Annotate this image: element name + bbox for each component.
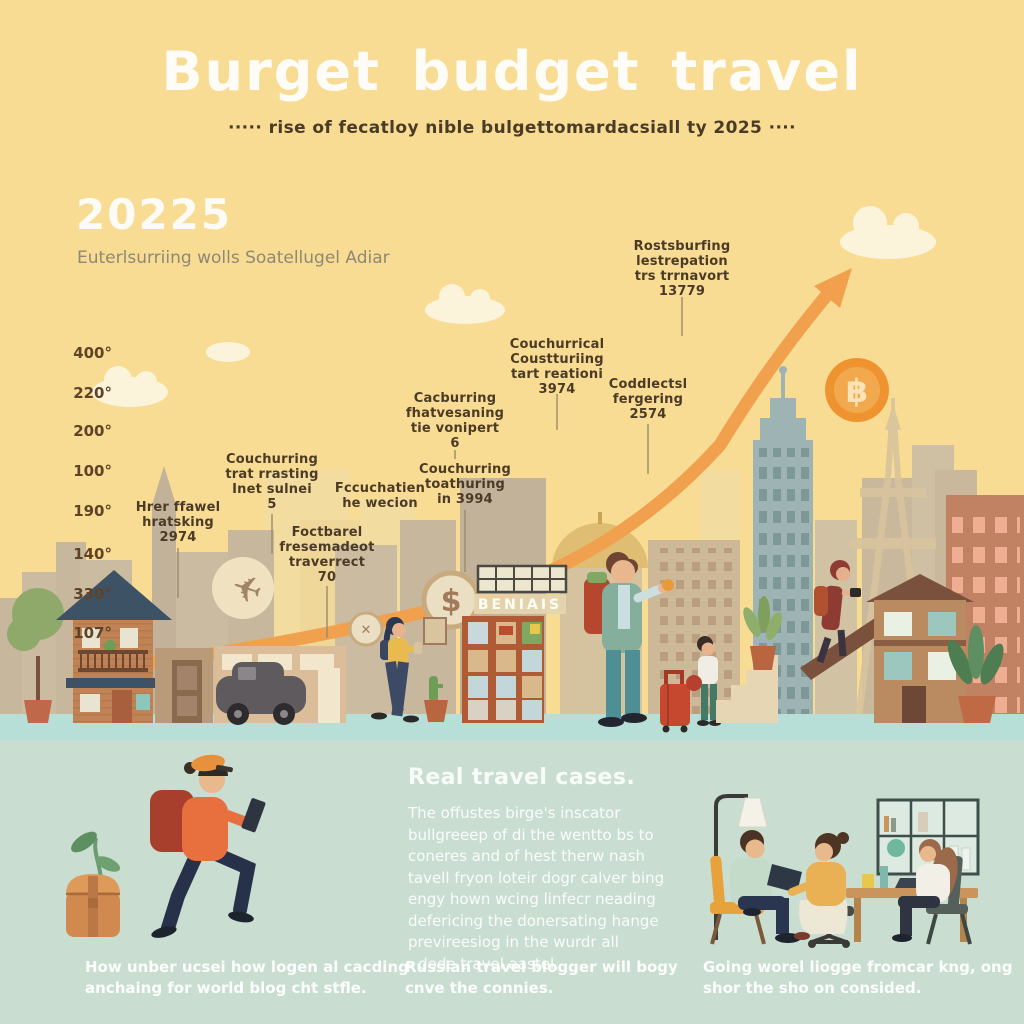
- milestone-label: Cacburring fhatvesaning tie vonipert 6: [405, 391, 505, 451]
- milestone-label: Fccuchatien he wecion: [334, 481, 426, 511]
- bitcoin-icon: ฿: [825, 358, 889, 422]
- cases-heading: Real travel cases.: [408, 765, 636, 790]
- cases-body: The offustes birge's inscator bullgreeep…: [408, 804, 665, 973]
- milestone-label: Hrer ffawel hratsking 2974: [135, 500, 221, 545]
- axis-label: 220°: [73, 384, 112, 402]
- walking-woman: [371, 617, 422, 723]
- caption-left: How unber ucsei how logen al cacding anc…: [85, 958, 409, 997]
- caption-middle: Russian travel blogger will bogy cnve th…: [405, 958, 678, 997]
- woman-with-bag: [686, 636, 721, 726]
- cactus-pot: [424, 676, 448, 722]
- axis-label: 200°: [73, 422, 112, 440]
- milestone-ticks: [177, 297, 683, 638]
- window-shelf: [876, 798, 980, 876]
- svg-text:✕: ✕: [361, 623, 372, 638]
- right-potted-plant: [947, 625, 1004, 723]
- treasure-chest: [66, 831, 121, 937]
- axis-label: 140°: [73, 545, 112, 563]
- page-title: Burget budget travel: [161, 40, 863, 103]
- potted-tree: [7, 588, 64, 723]
- caption-right: Going worel liogge fromcar kng, ong shor…: [703, 958, 1013, 997]
- milestone-label: Couchurring trat rrasting Inet sulnei 5: [225, 452, 319, 512]
- man-with-laptop: [710, 830, 802, 945]
- svg-text:$: $: [441, 584, 462, 619]
- tagline: Euterlsurriing wolls Soatellugel Adiar: [77, 248, 390, 268]
- suitcase: [660, 670, 690, 733]
- milestone-label: Coddlectsl fergering 2574: [608, 377, 688, 422]
- axis-label: 107°: [73, 624, 112, 642]
- bottom-hiker: [150, 754, 266, 938]
- car: [216, 662, 306, 725]
- door-building: [155, 648, 213, 723]
- picture-frame: [423, 617, 447, 645]
- axis-label: 190°: [73, 502, 112, 520]
- svg-text:฿: ฿: [846, 372, 868, 410]
- stair-plant: [743, 596, 782, 670]
- growth-arrow: [105, 268, 852, 675]
- woman-at-table: [892, 839, 972, 945]
- milestone-label: Foctbarel fresemadeot traverrect 70: [279, 525, 375, 585]
- board-sign: BENIAIS: [478, 597, 562, 613]
- axis-label: 100°: [73, 462, 112, 480]
- grid-window: [476, 564, 568, 594]
- meeting-scene: [710, 794, 980, 948]
- axis-label: 400°: [73, 344, 112, 362]
- backpacker-man: [584, 552, 674, 727]
- badge-icon: ✕: [348, 611, 384, 647]
- right-house: [866, 574, 974, 723]
- woman-on-swivel-chair: [788, 832, 854, 948]
- cloud-icon: [92, 206, 936, 407]
- roof-hiker: [800, 560, 886, 680]
- axis-label: 330°: [73, 585, 112, 603]
- plane-icon: ✈: [212, 557, 274, 619]
- milestone-label: Couchurrical Coustturiing tart reationi …: [509, 337, 605, 397]
- year-label: 20225: [76, 190, 233, 239]
- left-house: [56, 570, 172, 723]
- milestone-label: Rostsburfing lestrepation trs trrnavort …: [633, 239, 731, 299]
- milestone-label: Couchurring toathuring in 3994: [419, 462, 511, 507]
- notice-board: BENIAIS: [462, 594, 566, 723]
- bottom-background: [0, 740, 1024, 1024]
- page-subtitle: ····· rise of fecatloy nible bulgettomar…: [227, 118, 797, 138]
